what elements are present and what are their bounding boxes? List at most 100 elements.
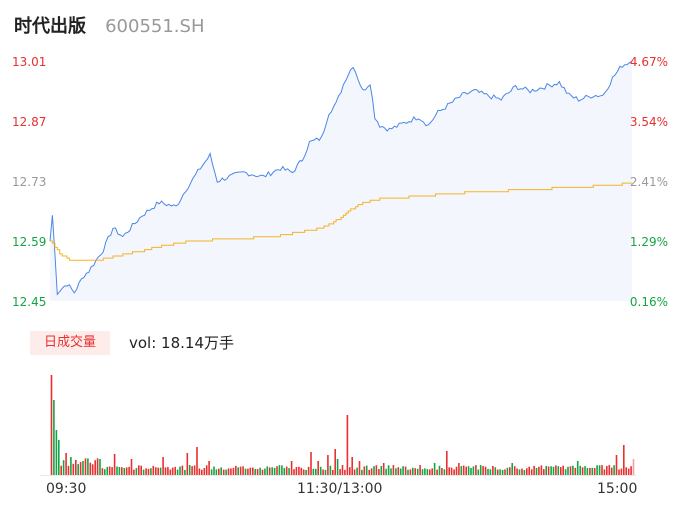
volume-bar [562,465,564,475]
volume-bar [530,469,533,475]
price-tick-3: 12.73 [12,175,47,189]
volume-bar [467,466,470,475]
volume-bar [62,460,65,475]
volume-bar [201,469,203,475]
time-label-midday: 11:30/13:00 [297,481,383,497]
volume-bar [528,466,530,475]
volume-bar [317,461,319,475]
volume-bar [586,468,589,475]
volume-bar [557,466,560,475]
volume-bar [213,466,215,475]
volume-bar [210,469,213,475]
volume-bar [630,466,632,475]
price-tick-2: 12.87 [12,115,47,129]
volume-bar [215,469,218,475]
volume-bar [409,469,412,475]
volume-bar [404,466,407,475]
volume-bar [603,469,606,475]
volume-bar [598,465,601,475]
volume-bar [305,470,307,475]
volume-bar [523,470,526,475]
volume-bar [458,463,460,475]
volume-bar [574,467,577,475]
time-label-open: 09:30 [46,481,87,497]
volume-bar [390,468,392,475]
volume-bar [208,461,210,475]
price-line [49,60,633,296]
volume-bar [555,465,557,475]
volume-bar [232,467,235,475]
volume-bar [426,469,429,475]
pct-tick-3: 2.41% [629,175,668,189]
volume-bar [225,469,227,475]
volume-bar [465,466,467,475]
volume-bar [494,467,497,475]
volume-bar [111,467,113,475]
volume-bar [356,467,358,475]
volume-bar [448,467,450,475]
volume-badge[interactable]: 日成交量 [30,331,110,355]
volume-bar [610,467,613,475]
volume-bar [336,459,339,475]
volume-bar [247,468,249,475]
volume-text: vol: 18.14万手 [129,334,234,352]
price-area-fill [50,61,632,301]
volume-bar [254,468,256,475]
volume-bar [259,467,261,475]
volume-bar [608,465,611,475]
volume-bar [271,467,273,475]
volume-bar [613,465,615,475]
volume-bar [142,469,145,475]
avg-price-line [50,182,632,261]
volume-bar [462,465,465,475]
volume-bar [504,469,506,475]
volume-bar [424,468,426,475]
volume-bar [526,468,528,475]
volume-bar [431,468,433,475]
volume-bar [397,467,400,475]
volume-bar [560,467,562,475]
volume-bar [184,470,186,475]
volume-bar [227,468,230,475]
volume-bar [140,465,142,475]
volume-bar [300,467,303,475]
volume-bar [276,466,278,475]
volume-bar [123,468,126,475]
volume-bar [60,465,62,475]
volume-bar [285,466,288,475]
volume-bar [382,463,385,475]
volume-bar [82,461,84,475]
volume-bar [108,466,111,475]
volume-bar [370,468,373,475]
volume-bar [94,460,96,475]
volume-bar [567,466,569,475]
stock-code: 600551.SH [105,16,205,37]
volume-bar [472,466,475,475]
volume-bar [521,468,523,475]
volume-bar [266,466,269,475]
volume-bar [179,466,181,475]
volume-bar [324,469,327,475]
volume-bar [344,469,346,475]
volume-bar [302,469,305,475]
volume-bar [169,469,172,475]
volume-bar [421,469,424,475]
volume-bar [288,468,290,475]
volume-bar [101,468,104,475]
volume-bar [416,468,419,475]
volume-bar [293,469,295,475]
volume-bar [193,465,196,475]
volume-bar [77,464,79,475]
volume-bar [176,469,179,475]
volume-bar [479,465,482,475]
volume-bar [222,469,225,475]
volume-bar [368,469,370,475]
volume-bar [188,465,191,475]
volume-bar [625,467,627,475]
volume-bar [106,466,109,475]
volume-bar [84,458,87,475]
volume-bar [572,465,574,475]
volume-bar [346,415,349,475]
volume-bar [533,465,535,475]
